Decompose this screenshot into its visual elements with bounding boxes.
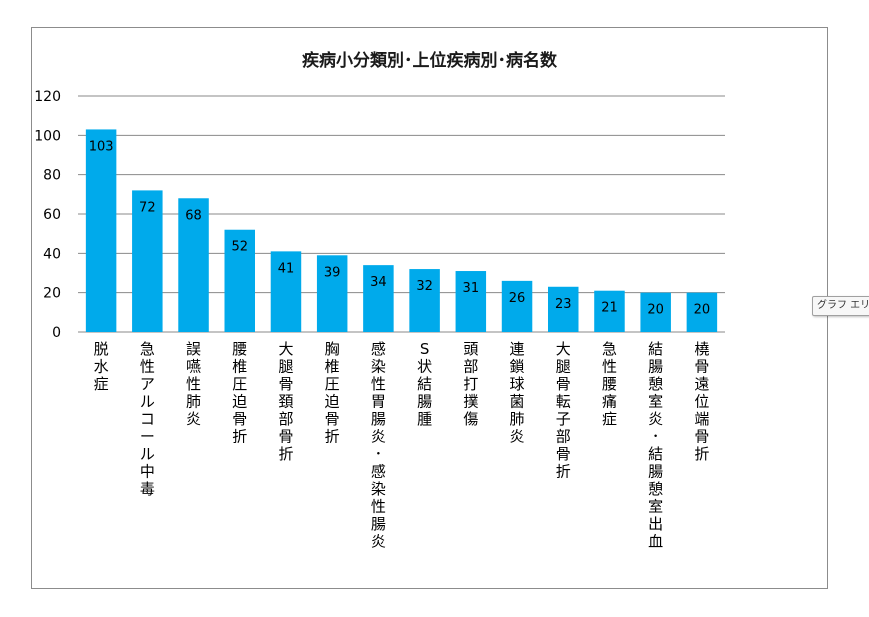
y-tick-label: 0 — [52, 325, 61, 341]
x-tick-label: 連鎖球菌肺炎 — [510, 340, 525, 446]
data-label: 21 — [601, 301, 618, 316]
x-tick-label: 橈骨遠位端骨折 — [694, 340, 709, 463]
bar-chart: 0 20 40 60 80 100 120 103 脱水症 72 急性アルコール中毒 68 誤嚥性肺炎 5… — [34, 89, 725, 551]
x-tick-label: 誤嚥性肺炎 — [186, 340, 201, 428]
x-tick-label: S 状結腸腫 — [417, 340, 432, 428]
x-tick-label: 腰椎圧迫骨折 — [232, 340, 247, 446]
y-tick-label: 80 — [43, 168, 61, 184]
data-label: 34 — [370, 275, 387, 290]
y-tick-label: 60 — [43, 207, 61, 223]
x-tick-label: 感染性胃腸炎･感染性腸炎 — [371, 340, 386, 551]
data-label: 20 — [647, 303, 664, 318]
data-label: 68 — [185, 208, 202, 223]
bar — [501, 280, 533, 332]
data-label: 26 — [509, 291, 526, 306]
bar — [686, 292, 718, 332]
chart-area-tooltip: グラフ エリア — [812, 296, 869, 316]
chart-title: 疾病小分類別･上位疾病別･病名数 — [302, 51, 557, 71]
x-tick-label: 大腿骨転子部骨折 — [556, 340, 571, 481]
x-tick-label: 頭部打撲傷 — [463, 340, 478, 428]
bar — [409, 269, 440, 332]
y-tick-label: 20 — [43, 286, 61, 302]
y-tick-label: 100 — [34, 128, 61, 144]
bar — [594, 290, 625, 332]
x-tick-label: 急性腰痛症 — [602, 340, 617, 428]
data-label: 103 — [89, 139, 114, 154]
data-label: 72 — [139, 200, 156, 215]
bar — [547, 286, 579, 332]
data-label: 32 — [416, 279, 433, 294]
y-tick-label: 40 — [43, 246, 61, 262]
x-tick-label: 急性アルコール中毒 — [140, 340, 155, 498]
data-label: 20 — [694, 303, 711, 318]
bar — [132, 190, 163, 332]
bar — [363, 265, 394, 332]
x-tick-label: 大腿骨頚部骨折 — [278, 340, 293, 463]
y-tick-label: 120 — [34, 89, 61, 105]
bar — [270, 251, 302, 332]
bar — [455, 271, 487, 332]
data-label: 23 — [555, 297, 572, 312]
data-label: 52 — [231, 240, 248, 255]
data-label: 39 — [324, 265, 341, 280]
x-tick-label: 結腸憩室炎･結腸憩室出血 — [648, 340, 663, 551]
data-label: 31 — [463, 281, 480, 296]
bar — [178, 198, 209, 332]
x-tick-label: 胸椎圧迫骨折 — [325, 340, 340, 446]
bar — [640, 292, 671, 332]
data-label: 41 — [278, 261, 295, 276]
bar — [85, 129, 117, 332]
bar — [224, 229, 256, 332]
chart-area[interactable]: 疾病小分類別･上位疾病別･病名数 0 20 40 60 80 100 120 103 脱水症 72… — [31, 27, 828, 589]
x-tick-label: 脱水症 — [94, 340, 109, 393]
bar — [316, 255, 348, 332]
